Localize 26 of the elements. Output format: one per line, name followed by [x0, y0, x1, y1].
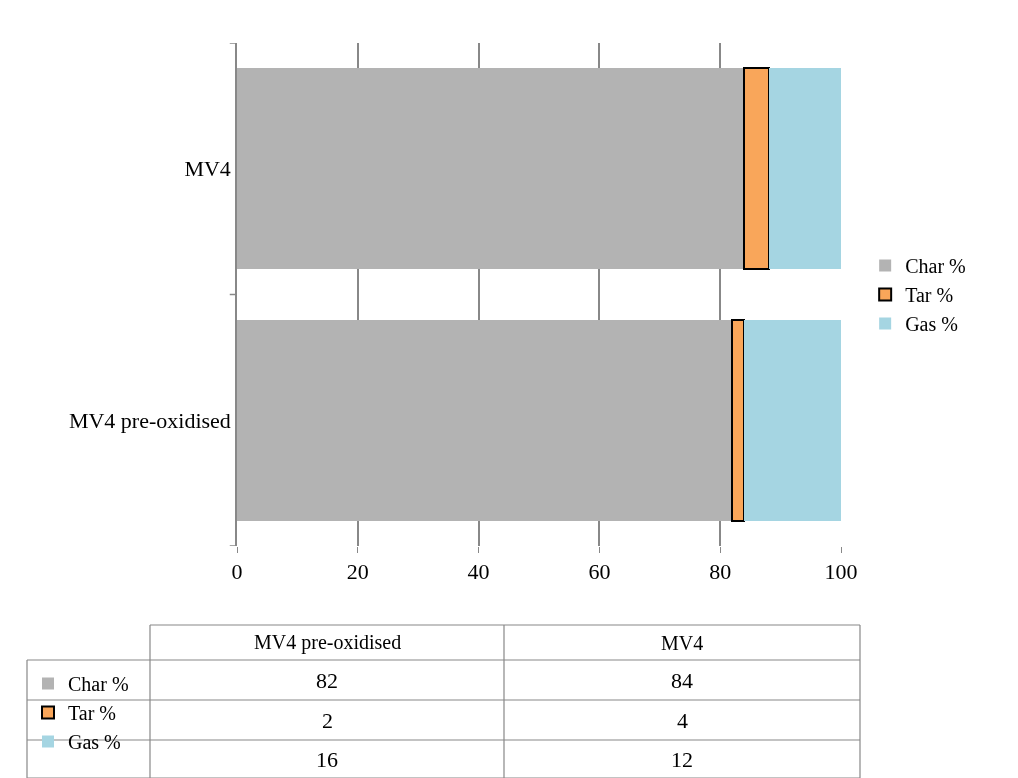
- data-label: 2: [322, 708, 333, 733]
- x-tick-label: 60: [588, 559, 611, 585]
- x-tick-label: 100: [824, 559, 858, 585]
- x-tick-label: 40: [467, 559, 490, 585]
- legend-label: Tar %: [68, 702, 117, 725]
- bar: [237, 319, 733, 521]
- bar: [743, 67, 770, 271]
- data-label: 16: [316, 747, 338, 772]
- legend-label: Char %: [905, 255, 966, 278]
- legend-label: Gas %: [68, 731, 121, 754]
- bar: [731, 318, 746, 522]
- data-label: 82: [316, 668, 338, 693]
- x-tick-label: 80: [709, 559, 732, 585]
- category-label: MV4: [661, 632, 704, 654]
- data-label: 84: [671, 668, 693, 693]
- legend-label: Tar %: [905, 284, 954, 307]
- legend-label: Char %: [68, 673, 129, 696]
- category-label: MV4 pre-oxidised: [254, 631, 402, 654]
- bar: [744, 319, 841, 521]
- legend-label: Gas %: [905, 313, 958, 336]
- data-label: 4: [677, 708, 688, 733]
- bar: [768, 68, 841, 270]
- x-tick-label: 0: [231, 559, 243, 585]
- data-label: 12: [671, 747, 693, 772]
- x-tick-label: 20: [346, 559, 369, 585]
- bar: [237, 68, 745, 270]
